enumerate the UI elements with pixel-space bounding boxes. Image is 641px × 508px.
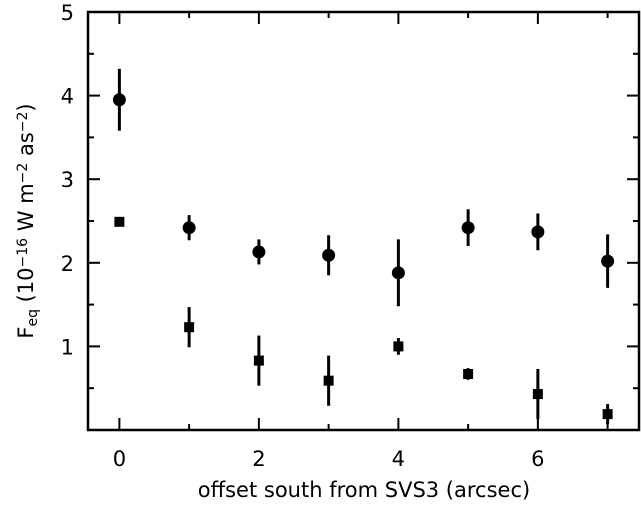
- point: [252, 245, 266, 259]
- point: [532, 389, 543, 400]
- point: [322, 248, 336, 262]
- point: [114, 216, 125, 227]
- point: [182, 221, 196, 235]
- point: [391, 266, 405, 280]
- y-tick-label: 5: [61, 1, 74, 25]
- point: [253, 355, 264, 366]
- y-tick-label: 1: [61, 335, 74, 359]
- y-axis-label: Feq (10−16 W m−2 as−2): [14, 103, 41, 338]
- point: [602, 409, 613, 420]
- x-tick-label: 4: [392, 447, 405, 471]
- plot-frame: [86, 10, 641, 432]
- y-tick-label: 3: [61, 168, 74, 192]
- point: [323, 375, 334, 386]
- point: [531, 225, 545, 239]
- point: [461, 221, 475, 235]
- point: [393, 341, 404, 352]
- point: [184, 322, 195, 333]
- point: [463, 368, 474, 379]
- point: [601, 254, 615, 268]
- x-tick-label: 2: [252, 447, 265, 471]
- y-label-part: F: [14, 327, 38, 339]
- y-label-part: −2: [15, 163, 31, 184]
- y-tick-label: 2: [61, 252, 74, 276]
- point: [112, 93, 126, 107]
- y-label-part: eq: [25, 309, 41, 327]
- y-tick-label: 4: [61, 85, 74, 109]
- y-label-part: as: [14, 132, 38, 163]
- y-label-part: W m: [14, 183, 38, 238]
- x-axis-label: offset south from SVS3 (arcsec): [198, 478, 530, 502]
- y-label-part: (10: [14, 267, 38, 309]
- y-label-part: ): [14, 103, 38, 111]
- y-label-part: −2: [15, 112, 31, 133]
- y-label-part: −16: [15, 238, 31, 268]
- x-tick-label: 6: [531, 447, 544, 471]
- x-tick-label: 0: [113, 447, 126, 471]
